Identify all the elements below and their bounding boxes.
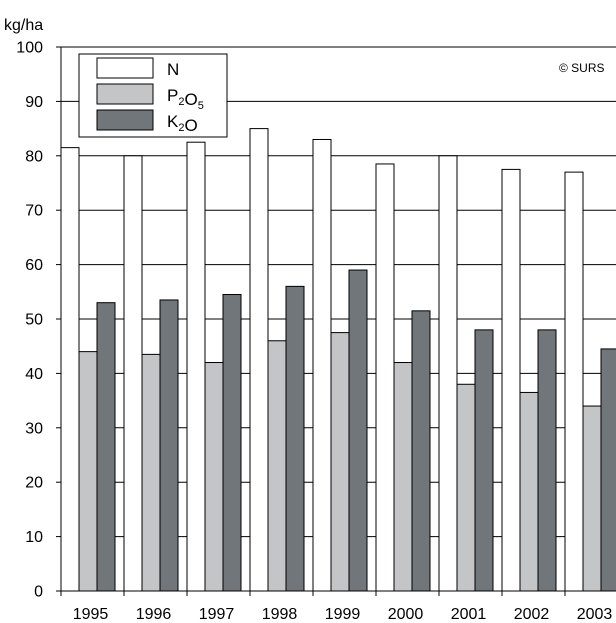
y-tick-label-80: 80 <box>25 148 43 165</box>
legend-swatch-p2o5 <box>96 83 154 105</box>
legend-swatch-k2o <box>96 109 154 131</box>
bar-n-1999 <box>312 138 332 592</box>
bar-k2o-1997 <box>222 294 242 592</box>
bar-n-1996 <box>123 155 143 592</box>
bar-p2o5-2001 <box>456 383 476 592</box>
copyright-note: © SURS <box>559 61 605 75</box>
y-tick-label-50: 50 <box>25 312 43 329</box>
bar-k2o-1996 <box>159 299 179 592</box>
axes <box>56 46 616 596</box>
y-tick-labels: 0 10 20 30 40 50 60 70 80 90 100 <box>16 40 43 601</box>
x-tick-label-2000: 2000 <box>388 606 424 623</box>
bar-k2o-1998 <box>285 285 305 592</box>
x-tick-label-2002: 2002 <box>514 606 550 623</box>
bar-p2o5-1997 <box>204 362 224 592</box>
x-tick-label-1996: 1996 <box>136 606 172 623</box>
bar-n-1998 <box>249 128 269 592</box>
bar-p2o5-2000 <box>393 362 413 592</box>
legend-label-k2o: K2O <box>167 112 198 135</box>
x-tick-label-1999: 1999 <box>325 606 361 623</box>
bar-p2o5-1998 <box>267 340 287 592</box>
y-tick-label-10: 10 <box>25 529 43 546</box>
bar-p2o5-1995 <box>78 351 98 592</box>
legend-label-n: N <box>167 60 179 79</box>
bar-n-1997 <box>186 141 206 592</box>
bar-k2o-2003 <box>600 348 616 592</box>
legend-swatch-n <box>96 57 154 79</box>
bars <box>60 128 616 592</box>
x-tick-label-1997: 1997 <box>199 606 235 623</box>
y-tick-label-100: 100 <box>16 40 43 57</box>
y-tick-label-40: 40 <box>25 366 43 383</box>
y-tick-label-30: 30 <box>25 420 43 437</box>
bar-k2o-2002 <box>537 329 557 592</box>
bar-p2o5-2002 <box>519 391 539 592</box>
x-tick-label-1998: 1998 <box>262 606 298 623</box>
x-tick-label-1995: 1995 <box>73 606 109 623</box>
y-tick-label-0: 0 <box>34 584 43 601</box>
y-tick-label-60: 60 <box>25 257 43 274</box>
x-tick-label-2003: 2003 <box>577 606 613 623</box>
x-tick-label-2001: 2001 <box>451 606 487 623</box>
y-tick-label-20: 20 <box>25 475 43 492</box>
bar-k2o-1999 <box>348 269 368 592</box>
legend-label-p2o5: P2O5 <box>167 86 204 112</box>
bar-n-1995 <box>60 147 80 592</box>
bar-k2o-2001 <box>474 329 494 592</box>
bar-n-2000 <box>375 163 395 592</box>
bar-n-2003 <box>564 171 584 592</box>
bar-k2o-1995 <box>96 302 116 592</box>
bar-k2o-2000 <box>411 310 431 592</box>
y-axis-unit-label: kg/ha <box>4 17 43 34</box>
bar-n-2002 <box>501 168 521 592</box>
y-tick-label-90: 90 <box>25 94 43 111</box>
bar-p2o5-2003 <box>582 405 602 592</box>
y-tick-label-70: 70 <box>25 203 43 220</box>
x-tick-labels: 1995 1996 1997 1998 1999 2000 2001 2002 2003 <box>73 606 613 623</box>
bar-p2o5-1996 <box>141 353 161 592</box>
bar-p2o5-1999 <box>330 332 350 592</box>
bar-n-2001 <box>438 155 458 592</box>
